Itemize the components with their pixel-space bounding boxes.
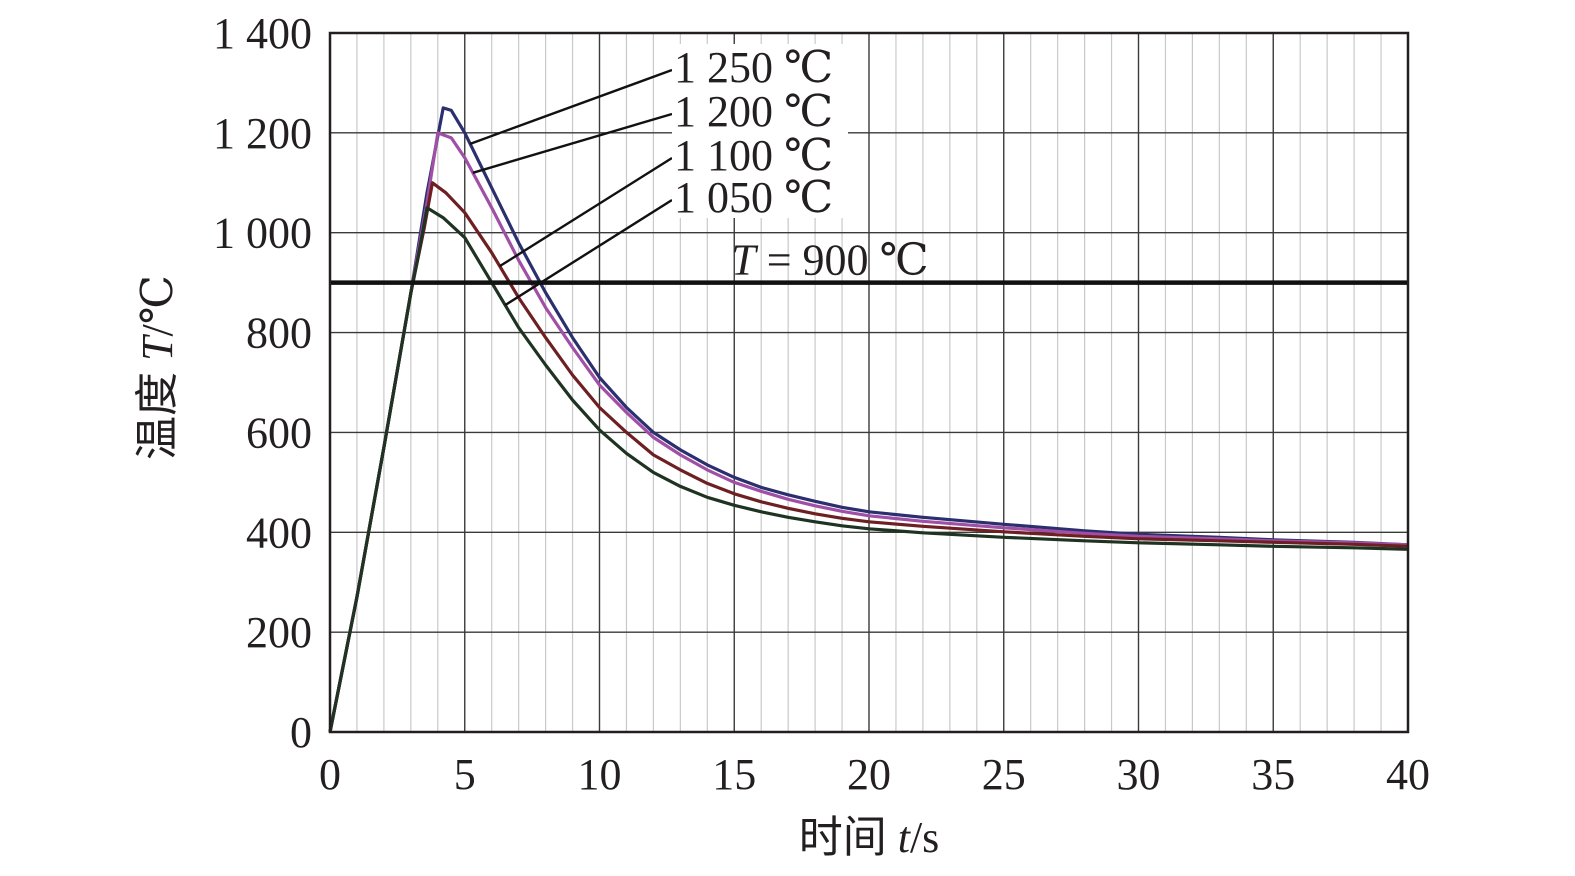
annotation-label-bg <box>672 88 848 132</box>
y-tick-label: 0 <box>290 708 312 757</box>
reference-line-label-value: = 900 ℃ <box>756 236 929 285</box>
series-line-4 <box>328 206 1409 733</box>
series-line-1 <box>328 106 1409 733</box>
x-tick-label: 35 <box>1251 750 1295 799</box>
y-axis-title-unit: /℃ <box>133 275 182 336</box>
y-tick-label: 400 <box>246 508 312 557</box>
annotation-label-bg <box>672 174 848 218</box>
x-axis-title-unit: /s <box>910 813 939 862</box>
y-axis-title: 温度 T/℃ <box>133 275 182 460</box>
y-tick-label: 200 <box>246 608 312 657</box>
annotation-leader <box>472 112 673 174</box>
x-axis-title: 时间 t/s <box>799 813 940 862</box>
y-tick-label: 1 000 <box>213 209 312 258</box>
reference-line-label: T = 900 ℃ <box>731 236 929 285</box>
series-line-3 <box>328 181 1409 733</box>
x-tick-label: 5 <box>454 750 476 799</box>
x-tick-label: 0 <box>319 750 341 799</box>
x-axis-title-prefix: 时间 <box>799 813 898 862</box>
annotation-label-bg <box>672 44 848 88</box>
y-axis-title-prefix: 温度 <box>133 361 182 460</box>
plot-frame <box>328 31 1410 734</box>
annotation-label: 1 250 ℃ <box>674 43 833 92</box>
annotation-leader <box>499 156 673 268</box>
x-axis-title-var: t <box>898 813 912 862</box>
series-layer <box>328 106 1409 733</box>
x-tick-label: 25 <box>982 750 1026 799</box>
y-tick-label: 600 <box>246 408 312 457</box>
annotation-layer: 1 250 ℃1 200 ℃1 100 ℃1 050 ℃ <box>469 43 848 307</box>
y-axis-title-var: T <box>133 333 182 361</box>
annotation-label: 1 100 ℃ <box>674 131 833 180</box>
y-tick-label: 1 400 <box>213 9 312 58</box>
x-tick-label: 30 <box>1117 750 1161 799</box>
x-tick-label: 10 <box>578 750 622 799</box>
y-tick-label: 800 <box>246 309 312 358</box>
x-tick-label: 20 <box>847 750 891 799</box>
y-tick-labels: 0 200 400 600 800 1 000 1 200 1 400 <box>213 9 312 757</box>
annotation-label: 1 050 ℃ <box>674 173 833 222</box>
annotation-leader <box>469 68 673 145</box>
reference-line-label-var: T <box>731 236 759 285</box>
x-tick-labels: 0 5 10 15 20 25 30 35 40 <box>319 750 1430 799</box>
series-line-2 <box>328 131 1409 733</box>
x-tick-label: 15 <box>712 750 756 799</box>
x-tick-label: 40 <box>1386 750 1430 799</box>
annotation-label: 1 200 ℃ <box>674 87 833 136</box>
annotation-leader <box>504 198 673 307</box>
annotation-label-bg <box>672 132 848 176</box>
y-tick-label: 1 200 <box>213 109 312 158</box>
